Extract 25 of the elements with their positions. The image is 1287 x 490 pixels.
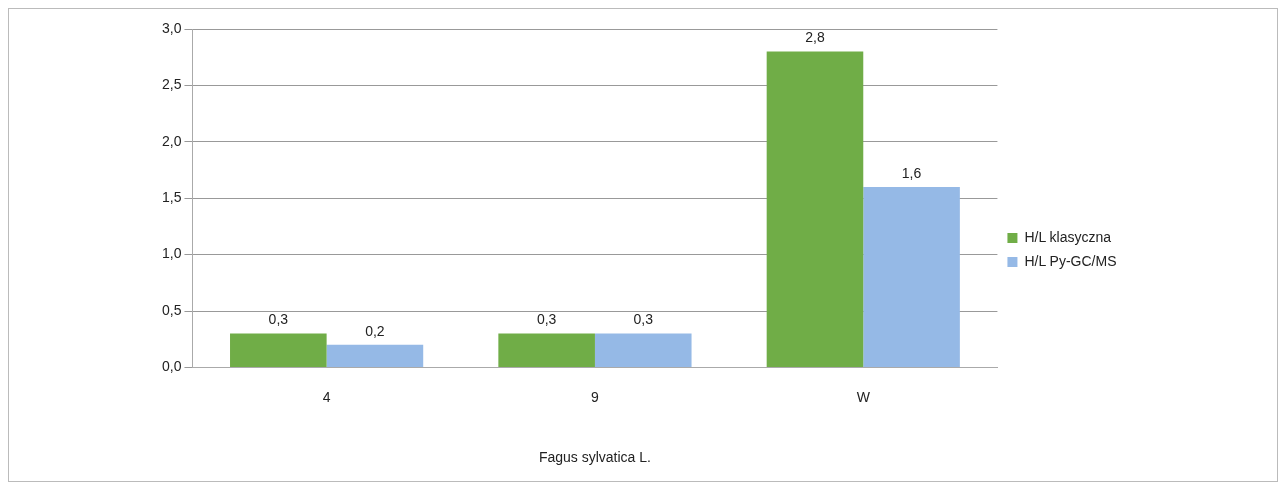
y-tick-label: 1,5 xyxy=(161,189,182,206)
legend-label: H/L klasyczna xyxy=(1024,228,1112,245)
data-label: 0,3 xyxy=(268,311,289,328)
legend-label: H/L Py-GC/MS xyxy=(1024,252,1117,269)
y-tick-label: 2,5 xyxy=(161,76,182,93)
data-label: 1,6 xyxy=(901,164,922,181)
data-label: 0,3 xyxy=(536,311,557,328)
bar xyxy=(230,333,327,367)
y-tick-label: 3,0 xyxy=(161,19,182,36)
bar xyxy=(766,51,864,367)
y-tick-label: 0,0 xyxy=(161,358,182,375)
y-tick-label: 0,5 xyxy=(161,301,182,318)
x-tick-label: 9 xyxy=(591,388,600,405)
x-tick-label: 4 xyxy=(322,388,331,405)
bar xyxy=(498,333,595,367)
x-tick-label: W xyxy=(856,388,871,405)
bar xyxy=(594,333,692,367)
x-axis-title: Fagus sylvatica L. xyxy=(538,449,651,466)
y-tick-label: 1,0 xyxy=(161,245,182,262)
data-label: 0,3 xyxy=(633,311,654,328)
data-label: 2,8 xyxy=(805,29,825,46)
y-tick-label: 2,0 xyxy=(161,132,182,149)
data-label: 0,2 xyxy=(365,322,385,339)
bar xyxy=(326,344,424,367)
bar xyxy=(863,186,960,367)
